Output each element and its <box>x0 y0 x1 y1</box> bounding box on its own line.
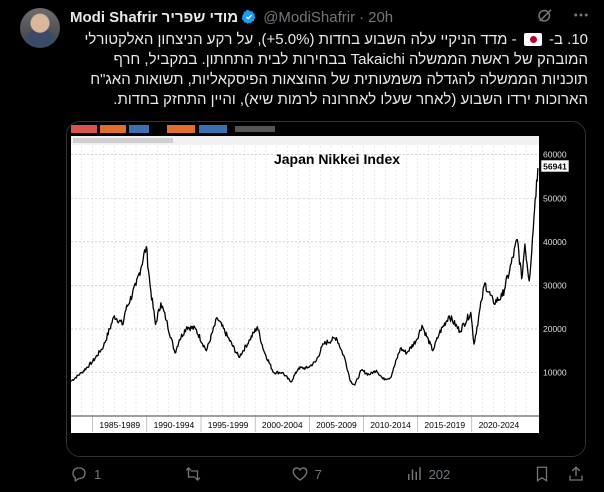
chart-grid <box>71 146 539 416</box>
share-icon[interactable] <box>567 465 585 483</box>
timestamp[interactable]: 20h <box>368 8 394 26</box>
x-tick-label: 1990-1994 <box>154 420 195 430</box>
verified-badge-icon <box>242 9 256 24</box>
y-tick-label: 10000 <box>543 367 567 377</box>
grok-icon[interactable] <box>536 6 554 24</box>
x-tick-label: 2015-2019 <box>424 420 465 430</box>
x-tick-label: 2005-2009 <box>316 420 357 430</box>
author-name[interactable]: Modi Shafrir מודי שפריר <box>70 8 239 26</box>
tweet-actions: 1 7 202 <box>70 462 585 486</box>
nikkei-series-line <box>70 167 539 386</box>
plot-area <box>71 136 539 433</box>
x-tick-label: 1985-1989 <box>99 420 140 430</box>
more-icon[interactable] <box>572 6 590 24</box>
y-tick-label: 60000 <box>543 150 567 160</box>
header-actions <box>536 6 590 24</box>
tweet-header: Modi Shafrir מודי שפריר @ModiShafrir · 2… <box>70 6 590 28</box>
last-value-label: 56941 <box>543 162 567 172</box>
save-share-group <box>533 465 585 483</box>
x-tick-label: 2000-2004 <box>262 420 303 430</box>
bookmark-icon[interactable] <box>533 465 551 483</box>
chart-title: Japan Nikkei Index <box>274 151 400 167</box>
x-tick-label: 1995-1999 <box>208 420 249 430</box>
reply-button[interactable]: 1 <box>70 465 101 483</box>
reply-icon <box>72 467 86 482</box>
retweet-icon <box>185 467 201 481</box>
tweet-text-start: 10. ב- <box>549 31 588 48</box>
chart-toolbar <box>71 125 539 145</box>
separator-dot: · <box>359 8 365 26</box>
y-tick-label: 20000 <box>543 324 567 334</box>
like-button[interactable]: 7 <box>291 465 322 483</box>
author-handle[interactable]: @ModiShafrir <box>263 8 356 26</box>
last-value-badge: 56941 <box>540 159 570 173</box>
y-tick-label: 40000 <box>543 237 567 247</box>
views-count: 202 <box>428 466 451 482</box>
avatar[interactable] <box>20 8 60 48</box>
tweet-text-body: - מדד הניקיי עלה השבוע בחדות (5.0%+), על… <box>84 31 588 108</box>
y-tick-label: 30000 <box>543 280 567 290</box>
x-tick-label: 2020-2024 <box>479 420 520 430</box>
japan-flag-icon <box>523 33 542 46</box>
reply-count: 1 <box>94 466 102 482</box>
x-axis: 1985-1989 1990-1994 1995-1999 2000-2004 2005… <box>71 415 539 432</box>
y-tick-label: 50000 <box>543 193 567 203</box>
views-button[interactable]: 202 <box>405 465 451 483</box>
x-tick-label: 2010-2014 <box>370 420 411 430</box>
y-axis: 60000 50000 40000 30000 20000 10000 <box>543 150 567 378</box>
nikkei-chart: 60000 50000 40000 30000 20000 10000 1985-1989… <box>67 122 585 456</box>
retweet-button[interactable] <box>184 465 208 483</box>
views-icon <box>407 467 421 480</box>
like-count: 7 <box>314 466 322 482</box>
chart-image[interactable]: 60000 50000 40000 30000 20000 10000 1985-1989… <box>66 121 586 457</box>
like-icon <box>292 467 308 481</box>
tweet-text: 10. ב- - מדד הניקיי עלה השבוע בחדות (5.0… <box>66 30 588 110</box>
